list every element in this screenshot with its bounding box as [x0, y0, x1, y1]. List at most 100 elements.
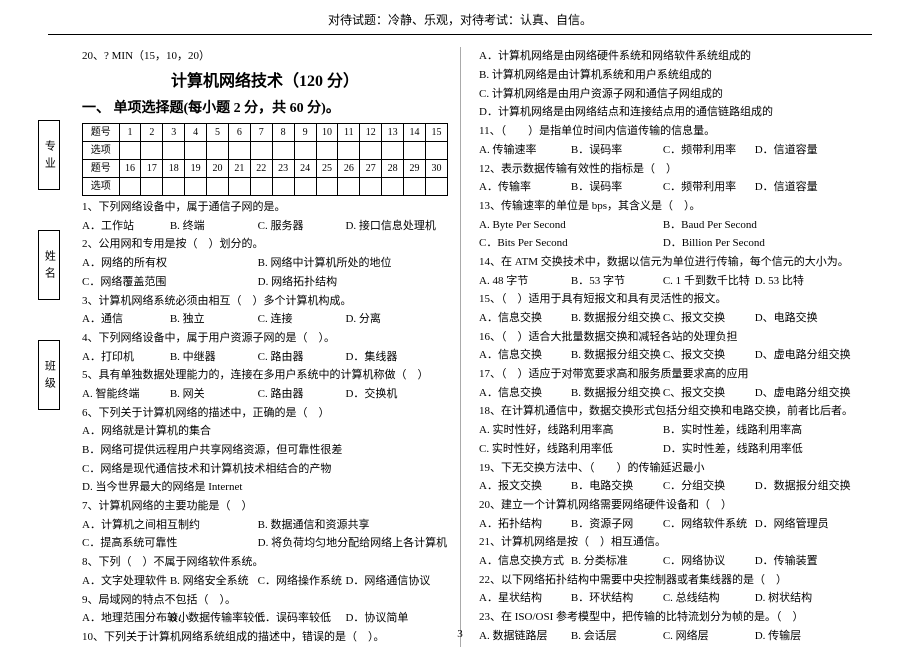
option: B. 数据报分组交换	[571, 309, 663, 328]
option: D．网络通信协议	[345, 572, 433, 591]
question-line: 18、在计算机通信中，数据交换形式包括分组交换和电路交换，前者比后者。	[479, 402, 862, 421]
option: B．电路交换	[571, 477, 663, 496]
option-line: A．报文交换B．电路交换C．分组交换D．数据报分组交换	[479, 477, 862, 496]
option: B. 数据报分组交换	[571, 384, 663, 403]
exam-title: 计算机网络技术（120 分）	[82, 68, 448, 95]
option: D．信道容量	[755, 178, 847, 197]
question-line: 9、局域网的特点不包括（ ）。	[82, 591, 448, 610]
question-line: 20、建立一个计算机网络需要网络硬件设备和（ ）	[479, 496, 862, 515]
option: C、报文交换	[663, 384, 755, 403]
option: B．Baud Per Second	[663, 216, 847, 235]
option-line: A．拓扑结构B．资源子网C．网络软件系统D．网络管理员	[479, 515, 862, 534]
option: A．信息交换	[479, 309, 571, 328]
question-line: 2、公用网和专用是按（ ）划分的。	[82, 235, 448, 254]
option-line: A. 实时性好，线路利用率高B．实时性差，线路利用率高	[479, 421, 862, 440]
option: B．误码率	[571, 141, 663, 160]
option: B．资源子网	[571, 515, 663, 534]
option: B. 终端	[170, 217, 258, 236]
option: C. 服务器	[258, 217, 346, 236]
option: D．网络管理员	[755, 515, 847, 534]
option: B. 网络中计算机所处的地位	[258, 254, 434, 273]
option: D．实时性差，线路利用率低	[663, 440, 847, 459]
option: A．传输率	[479, 178, 571, 197]
option: A．信息交换	[479, 346, 571, 365]
option: A．拓扑结构	[479, 515, 571, 534]
question-line: 1、下列网络设备中，属于通信子网的是。	[82, 198, 448, 217]
option-line: A．文字处理软件B. 网络安全系统C．网络操作系统D．网络通信协议	[82, 572, 448, 591]
option: C．网络软件系统	[663, 515, 755, 534]
header-motto: 对待试题：冷静、乐观，对待考试：认真、自信。	[48, 0, 872, 35]
option: C．网络覆盖范围	[82, 273, 258, 292]
option: D. 53 比特	[755, 272, 847, 291]
option: A. 实时性好，线路利用率高	[479, 421, 663, 440]
option: D、虚电路分组交换	[755, 384, 847, 403]
question-line: 7、计算机网络的主要功能是（ ）	[82, 497, 448, 516]
option: B．误码率	[571, 178, 663, 197]
option: A．通信	[82, 310, 170, 329]
option: C．频带利用率	[663, 178, 755, 197]
question-line: D．计算机网络是由网络结点和连接结点用的通信链路组成的	[479, 103, 862, 122]
option: B．实时性差，线路利用率高	[663, 421, 847, 440]
right-questions: A．计算机网络是由网络硬件系统和网络软件系统组成的B. 计算机网络是由计算机系统…	[479, 47, 862, 645]
option: C. 路由器	[258, 385, 346, 404]
option: C. 连接	[258, 310, 346, 329]
option: D. 分离	[345, 310, 433, 329]
option-line: C．Bits Per SecondD．Billion Per Second	[479, 234, 862, 253]
answer-grid: 题号 123456789101112131415 选项 题号 161718192…	[82, 123, 448, 196]
table-row: 题号 123456789101112131415	[83, 124, 448, 142]
option: B．环状结构	[571, 589, 663, 608]
option: D．集线器	[345, 348, 433, 367]
option-line: A．网络的所有权B. 网络中计算机所处的地位	[82, 254, 448, 273]
question-line: C．网络是现代通信技术和计算机技术相结合的产物	[82, 460, 448, 479]
question-line: 14、在 ATM 交换技术中，数据以信元为单位进行传输，每个信元的大小为。	[479, 253, 862, 272]
option-line: A．信息交换B. 数据报分组交换C、报文交换D、电路交换	[479, 309, 862, 328]
question-line: 5、具有单独数据处理能力的，连接在多用户系统中的计算机称做（ ）	[82, 366, 448, 385]
option-line: A．信息交换B. 数据报分组交换C、报文交换D、虚电路分组交换	[479, 346, 862, 365]
option: B. 独立	[170, 310, 258, 329]
option: D．交换机	[345, 385, 433, 404]
option-line: C. 实时性好，线路利用率低D．实时性差，线路利用率低	[479, 440, 862, 459]
question-line: 17、（ ）适应于对带宽要求高和服务质量要求高的应用	[479, 365, 862, 384]
option: A．工作站	[82, 217, 170, 236]
option: D. 网络拓扑结构	[258, 273, 434, 292]
option: A. 48 字节	[479, 272, 571, 291]
question-line: 22、以下网络拓扑结构中需要中央控制器或者集线器的是（ ）	[479, 571, 862, 590]
question-line: 13、传输速率的单位是 bps，其含义是（ ）。	[479, 197, 862, 216]
option: D．Billion Per Second	[663, 234, 847, 253]
option: B. 分类标准	[571, 552, 663, 571]
option: C. 路由器	[258, 348, 346, 367]
option: D．数据报分组交换	[755, 477, 847, 496]
question-line: A．网络就是计算机的集合	[82, 422, 448, 441]
pre-line: 20、? MIN（15，10，20）	[82, 47, 448, 66]
option: D．传输装置	[755, 552, 847, 571]
option-line: A．工作站B. 终端C. 服务器D. 接口信息处理机	[82, 217, 448, 236]
option: C．网络操作系统	[258, 572, 346, 591]
option: C、报文交换	[663, 309, 755, 328]
option: D. 将负荷均匀地分配给网络上各计算机系统	[258, 534, 434, 553]
option: D. 树状结构	[755, 589, 847, 608]
option-line: C．网络覆盖范围D. 网络拓扑结构	[82, 273, 448, 292]
option-line: A. 48 字节B．53 字节C. 1 千到数千比特D. 53 比特	[479, 272, 862, 291]
question-line: 16、（ ）适合大批量数据交换和减轻各站的处理负担	[479, 328, 862, 347]
question-line: 11、（ ）是指单位时间内信道传输的信息量。	[479, 122, 862, 141]
option: A．计算机之间相互制约	[82, 516, 258, 535]
left-column: 20、? MIN（15，10，20） 计算机网络技术（120 分） 一、 单项选…	[48, 47, 460, 646]
option: A．文字处理软件	[82, 572, 170, 591]
option: C．频带利用率	[663, 141, 755, 160]
question-line: 19、下无交换方法中、（ ）的传输延迟最小	[479, 459, 862, 478]
option: C．分组交换	[663, 477, 755, 496]
tab-class: 班级	[38, 340, 60, 410]
option: C、报文交换	[663, 346, 755, 365]
option-line: A．信息交换方式B. 分类标准C．网络协议D．传输装置	[479, 552, 862, 571]
question-line: A．计算机网络是由网络硬件系统和网络软件系统组成的	[479, 47, 862, 66]
option-line: A. 智能终端B. 网关C. 路由器D．交换机	[82, 385, 448, 404]
option-line: A．计算机之间相互制约B. 数据通信和资源共享	[82, 516, 448, 535]
tab-name: 姓名	[38, 230, 60, 300]
tab-major: 专业	[38, 120, 60, 190]
option: C．Bits Per Second	[479, 234, 663, 253]
option: B. 中继器	[170, 348, 258, 367]
option: C. 总线结构	[663, 589, 755, 608]
option: D、虚电路分组交换	[755, 346, 847, 365]
option: C. 实时性好，线路利用率低	[479, 440, 663, 459]
question-line: 6、下列关于计算机网络的描述中，正确的是（ ）	[82, 404, 448, 423]
